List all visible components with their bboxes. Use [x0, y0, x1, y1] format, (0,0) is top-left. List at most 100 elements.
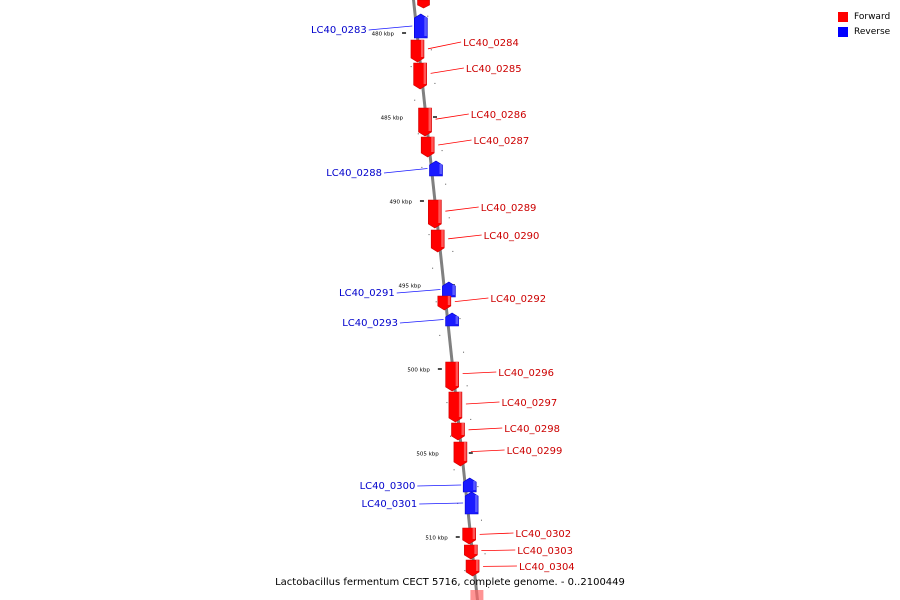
gene-arrow — [442, 281, 456, 298]
legend: Forward Reverse — [838, 9, 890, 39]
gene-label: LC40_0292 — [490, 294, 546, 305]
gene-highlight — [431, 137, 434, 152]
gene-LC40_0293 — [445, 312, 459, 327]
legend-forward-label: Forward — [854, 11, 891, 22]
gene-highlight — [474, 545, 477, 554]
gene-LC40_0289 — [428, 199, 442, 229]
gene-LC40_0298 — [451, 422, 465, 441]
gene-arrow — [414, 13, 428, 39]
gene-highlight — [472, 528, 476, 539]
gene-LC40_0291 — [442, 281, 456, 298]
gene-labels: LC40_0283 LC40_0284 LC40_0285 LC40_0286 LC40… — [311, 25, 575, 573]
gene-label: LC40_0288 — [326, 168, 382, 179]
label-leader — [383, 168, 428, 174]
gene-partial-top — [417, 0, 430, 9]
gene-label: LC40_0302 — [515, 529, 571, 540]
gene-label: LC40_0300 — [360, 481, 416, 492]
gene-highlight — [420, 40, 424, 57]
tick-label: 495 kbp — [398, 284, 421, 290]
label-leader — [445, 206, 479, 212]
label-leader — [468, 427, 503, 431]
gene-label: LC40_0303 — [517, 546, 573, 557]
gene-label: LC40_0289 — [481, 203, 537, 214]
gene-highlight — [473, 481, 476, 490]
gene-LC40_0292 — [437, 295, 452, 311]
legend-reverse: Reverse — [838, 24, 890, 39]
gene-label: LC40_0284 — [463, 38, 519, 49]
label-leader — [435, 113, 469, 120]
label-leader — [479, 532, 514, 535]
tick-label: 505 kbp — [416, 452, 439, 458]
legend-forward: Forward — [838, 9, 890, 24]
gene-LC40_0299 — [453, 441, 468, 467]
gene-highlight — [461, 423, 465, 435]
label-leader — [396, 289, 441, 294]
tick-label: 500 kbp — [407, 368, 430, 374]
gene-label: LC40_0298 — [504, 424, 560, 435]
gene-LC40_0296 — [445, 361, 459, 392]
gene-LC40_0286 — [418, 107, 432, 137]
label-leader — [470, 449, 505, 452]
gene-highlight — [476, 560, 479, 571]
gene-LC40_0301 — [464, 491, 479, 515]
legend-reverse-swatch — [838, 26, 848, 37]
gene-highlight — [463, 442, 467, 461]
gene-features — [410, 0, 484, 600]
gene-LC40_0304 — [465, 559, 480, 577]
gene-label: LC40_0293 — [342, 318, 398, 329]
tick-label: 480 kbp — [372, 32, 395, 38]
label-leader — [427, 41, 462, 50]
label-leader — [465, 401, 500, 405]
tick-label: 510 kbp — [425, 536, 448, 542]
label-leader — [448, 234, 482, 240]
gene-LC40_0300 — [462, 477, 477, 493]
label-leader — [481, 549, 516, 551]
gene-LC40_0303 — [464, 544, 478, 560]
gene-LC40_0285 — [413, 62, 427, 90]
gene-partial-bottom — [470, 590, 484, 600]
gene-highlight — [447, 296, 451, 305]
gene-arrow — [429, 160, 443, 177]
gene-label: LC40_0287 — [474, 136, 530, 147]
gene-LC40_0288 — [429, 160, 443, 177]
label-leader — [430, 67, 464, 74]
gene-label: LC40_0304 — [519, 562, 575, 573]
label-leader — [399, 319, 444, 324]
gene-label: LC40_0283 — [311, 25, 367, 36]
gene-LC40_0283 — [414, 13, 428, 39]
label-leader — [454, 297, 489, 302]
gene-label: LC40_0296 — [498, 368, 554, 379]
gene-label: LC40_0290 — [484, 231, 540, 242]
gene-highlight — [438, 200, 441, 223]
tick-label: 490 kbp — [390, 200, 413, 206]
gene-LC40_0287 — [420, 136, 435, 158]
gene-label: LC40_0301 — [362, 499, 418, 510]
legend-reverse-label: Reverse — [854, 26, 891, 37]
tick-label: 485 kbp — [381, 116, 404, 122]
gene-arrow — [445, 312, 459, 327]
gene-highlight — [455, 316, 459, 324]
gene-highlight — [458, 392, 462, 417]
label-leader — [368, 25, 413, 31]
gene-highlight — [428, 108, 432, 131]
gene-LC40_0290 — [430, 229, 445, 253]
map-caption: Lactobacillus fermentum CECT 5716, compl… — [275, 577, 625, 588]
gene-highlight — [475, 495, 478, 512]
gene-highlight — [452, 285, 455, 295]
gene-LC40_0297 — [448, 391, 463, 423]
gene-label: LC40_0291 — [339, 288, 395, 299]
gene-highlight — [424, 17, 427, 36]
gene-label: LC40_0297 — [501, 398, 557, 409]
gene-label: LC40_0299 — [507, 446, 563, 457]
legend-forward-swatch — [838, 11, 848, 22]
gene-highlight — [455, 362, 459, 386]
gene-label: LC40_0286 — [471, 110, 527, 121]
gene-arrow — [464, 491, 479, 515]
gene-highlight — [439, 164, 442, 174]
gene-label: LC40_0285 — [466, 64, 522, 75]
label-leader — [438, 139, 472, 146]
label-leader — [462, 371, 497, 374]
gene-LC40_0284 — [410, 39, 425, 63]
gene-highlight — [441, 230, 444, 247]
